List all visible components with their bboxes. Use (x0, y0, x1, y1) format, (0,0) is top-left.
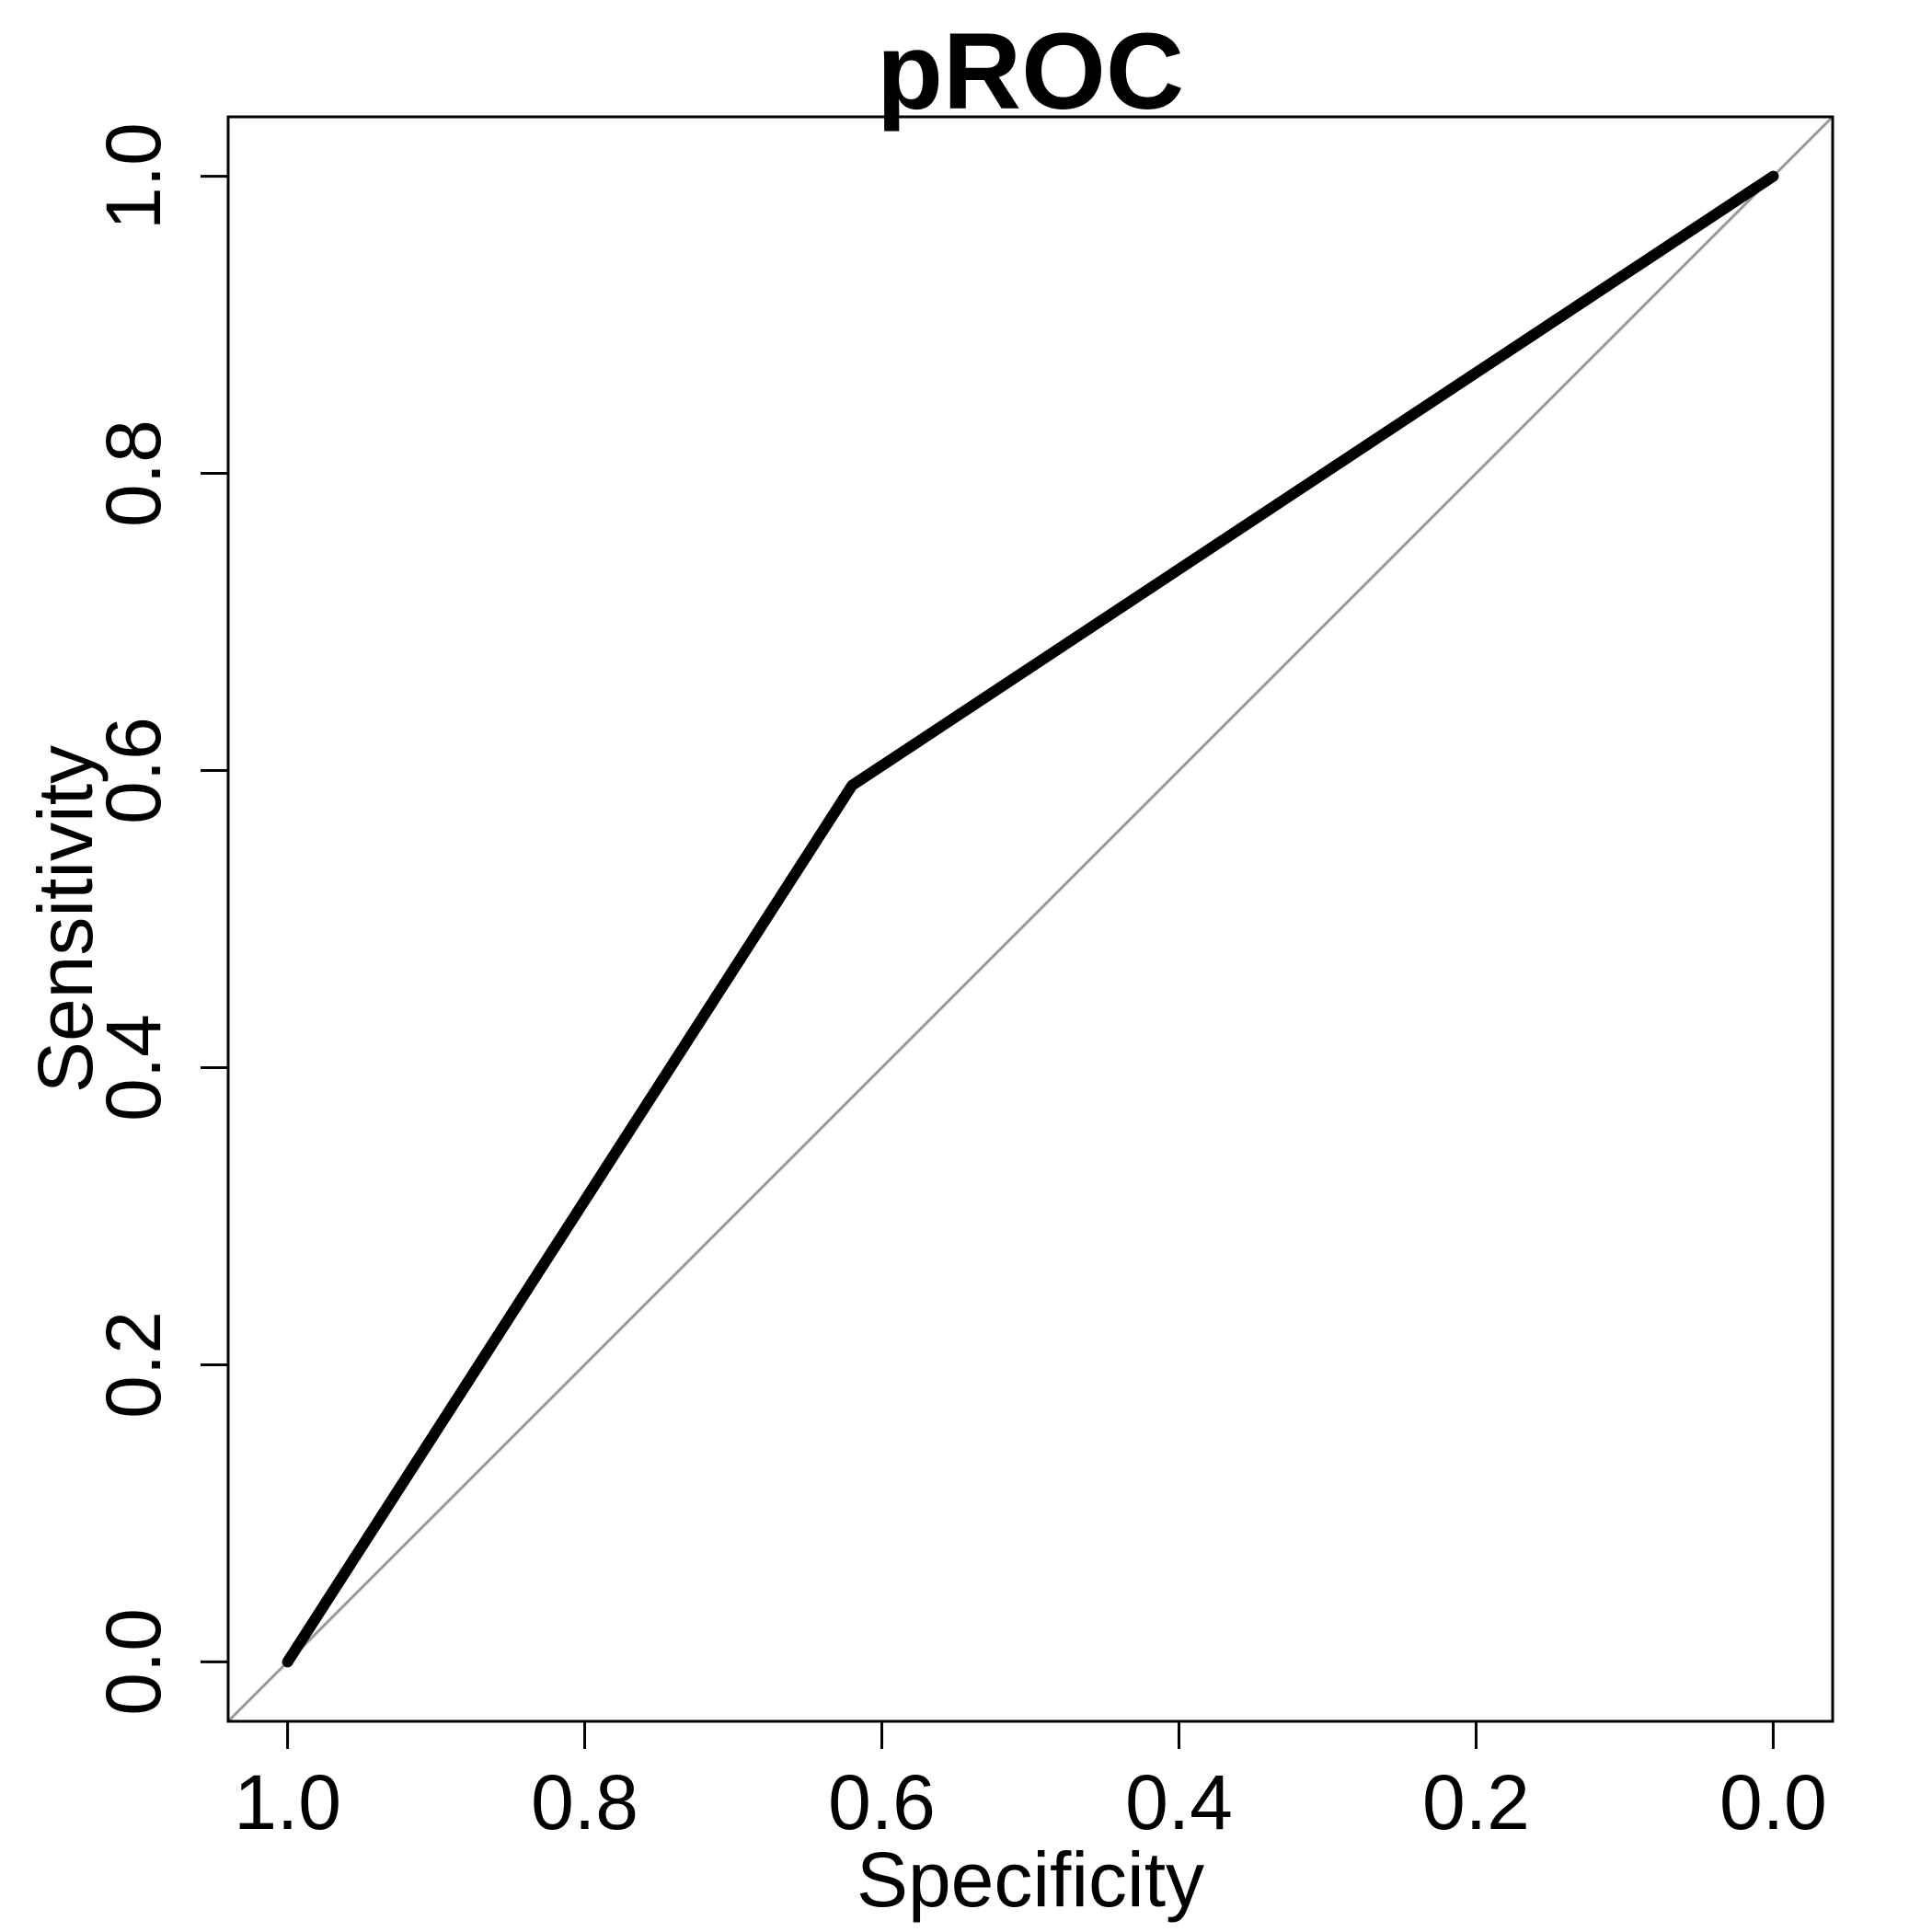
roc-curve-line (282, 170, 1779, 1668)
chart-title: pROC (877, 11, 1184, 132)
x-tick-label: 0.8 (531, 1759, 638, 1846)
x-tick-label: 0.6 (828, 1759, 936, 1846)
x-axis-title: Specificity (857, 1836, 1204, 1923)
x-tick-label: 0.2 (1422, 1759, 1530, 1846)
y-tick-label: 1.0 (90, 122, 177, 230)
x-tick-label: 0.4 (1125, 1759, 1233, 1846)
y-axis-title: Sensitivity (22, 745, 109, 1093)
x-tick-label: 1.0 (234, 1759, 341, 1846)
x-tick-label: 0.0 (1719, 1759, 1827, 1846)
y-tick-label: 0.2 (90, 1311, 177, 1419)
y-tick-label: 0.0 (90, 1608, 177, 1716)
y-tick-label: 0.6 (90, 717, 177, 824)
y-tick-label: 0.8 (90, 420, 177, 527)
diagonal-reference-line (226, 115, 1834, 1723)
y-tick-label: 0.4 (90, 1014, 177, 1121)
